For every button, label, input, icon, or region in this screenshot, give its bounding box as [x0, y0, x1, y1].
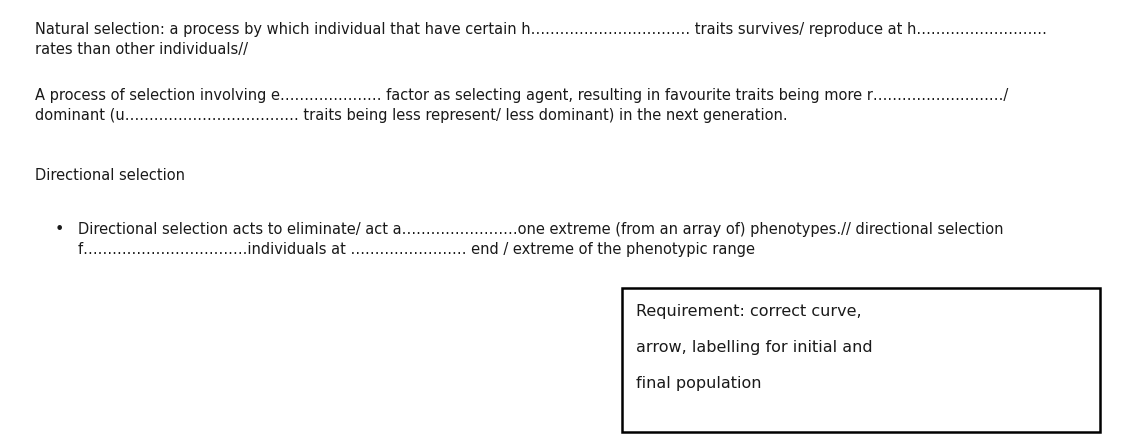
Text: arrow, labelling for initial and: arrow, labelling for initial and	[636, 340, 872, 355]
Text: Directional selection acts to eliminate/ act a……………………one extreme (from an array: Directional selection acts to eliminate/…	[78, 222, 1004, 237]
Text: •: •	[55, 222, 64, 237]
Bar	[622, 288, 1100, 432]
Text: rates than other individuals//: rates than other individuals//	[35, 42, 248, 57]
Text: final population: final population	[636, 376, 761, 391]
Text: f…………………………….individuals at …………………… end / extreme of the phenotypic range: f…………………………….individuals at …………………… end…	[78, 242, 755, 257]
Text: A process of selection involving e………………… factor as selecting agent, resulting i: A process of selection involving e…………………	[35, 88, 1008, 103]
Text: Requirement: correct curve,: Requirement: correct curve,	[636, 304, 862, 319]
Text: dominant (u……………………………… traits being less represent/ less dominant) in the next : dominant (u……………………………… traits being les…	[35, 108, 788, 123]
Text: Directional selection: Directional selection	[35, 168, 185, 183]
Text: Natural selection: a process by which individual that have certain h…………………………… : Natural selection: a process by which in…	[35, 22, 1046, 37]
